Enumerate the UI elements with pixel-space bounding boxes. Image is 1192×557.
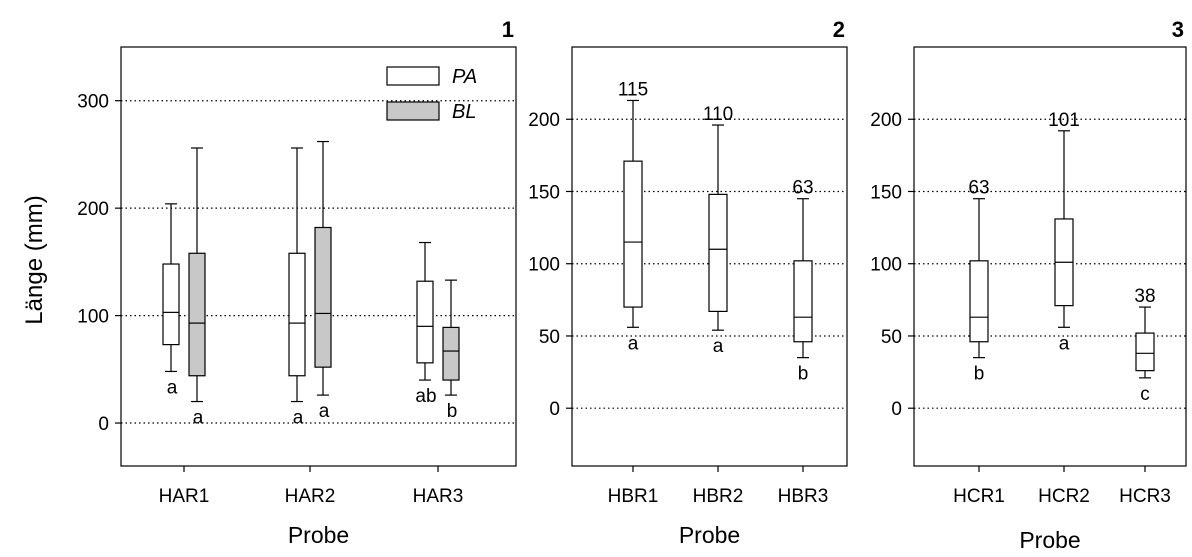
legend-label: PA xyxy=(452,66,477,88)
x-tick-label: HCR1 xyxy=(953,486,1005,507)
significance-letter: a xyxy=(193,408,204,429)
box xyxy=(1135,332,1155,372)
median-value-label: 115 xyxy=(618,79,648,100)
x-tick-label: HCR3 xyxy=(1119,486,1171,507)
significance-letter: ab xyxy=(415,386,436,407)
box xyxy=(188,252,206,377)
significance-letter: b xyxy=(974,364,985,385)
box xyxy=(442,326,460,381)
x-tick-label: HCR2 xyxy=(1038,486,1090,507)
median-value-label: 101 xyxy=(1048,110,1080,131)
y-tick-label: 0 xyxy=(98,414,109,435)
box xyxy=(708,193,728,313)
y-tick-label: 100 xyxy=(528,255,560,276)
significance-letter: a xyxy=(293,408,304,429)
median-value-label: 110 xyxy=(703,104,733,125)
y-tick-label: 50 xyxy=(539,327,560,348)
y-tick-label: 150 xyxy=(528,182,560,203)
x-tick-label: HAR3 xyxy=(413,486,464,507)
median-value-label: 63 xyxy=(792,178,813,199)
panel-label: 2 xyxy=(833,17,845,42)
legend-swatch xyxy=(386,66,440,86)
box xyxy=(969,260,989,343)
y-tick-label: 0 xyxy=(891,399,902,420)
box xyxy=(793,260,813,343)
y-tick-label: 300 xyxy=(77,92,109,113)
median-value-label: 63 xyxy=(968,178,989,199)
y-tick-label: 200 xyxy=(77,199,109,220)
x-axis-label: Probe xyxy=(679,522,740,548)
y-tick-label: 100 xyxy=(870,255,902,276)
significance-letter: a xyxy=(628,333,639,354)
y-tick-label: 150 xyxy=(870,182,902,203)
significance-letter: a xyxy=(1059,333,1070,354)
plot-frame xyxy=(571,46,848,467)
box xyxy=(162,263,180,346)
panel-label: 3 xyxy=(1172,17,1184,42)
x-axis-label: Probe xyxy=(288,522,349,548)
box xyxy=(314,226,332,368)
significance-letter: a xyxy=(319,401,330,422)
x-tick-label: HBR3 xyxy=(778,486,829,507)
significance-letter: a xyxy=(167,377,178,398)
x-tick-label: HAR1 xyxy=(159,486,210,507)
box xyxy=(416,280,434,364)
median-value-label: 38 xyxy=(1134,286,1155,307)
x-tick-label: HBR1 xyxy=(608,486,659,507)
significance-letter: b xyxy=(798,364,809,385)
y-axis-label: Länge (mm) xyxy=(21,195,48,324)
significance-letter: c xyxy=(1140,384,1150,405)
y-tick-label: 0 xyxy=(549,399,560,420)
x-tick-label: HAR2 xyxy=(285,486,336,507)
box xyxy=(288,252,306,377)
x-axis-label: Probe xyxy=(1019,527,1080,553)
y-tick-label: 200 xyxy=(528,110,560,131)
significance-letter: b xyxy=(447,401,458,422)
plot-frame xyxy=(120,46,517,467)
plot-frame xyxy=(913,46,1187,467)
legend-swatch xyxy=(386,101,440,121)
panel-label: 1 xyxy=(502,17,514,42)
y-tick-label: 50 xyxy=(881,327,902,348)
box xyxy=(623,160,643,308)
y-tick-label: 100 xyxy=(77,307,109,328)
significance-letter: a xyxy=(713,336,724,357)
x-tick-label: HBR2 xyxy=(693,486,744,507)
y-tick-label: 200 xyxy=(870,110,902,131)
legend-label: BL xyxy=(452,101,476,123)
